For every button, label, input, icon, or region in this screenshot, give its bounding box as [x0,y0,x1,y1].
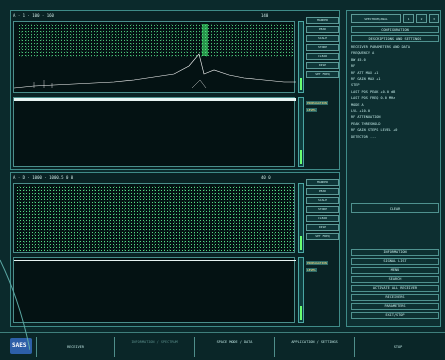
info-line: LAST POS PEAK +0.0 dB [351,89,396,94]
bottom-setfreq-button[interactable]: SET FREQ [306,233,339,240]
stop-button[interactable]: STOP [354,337,441,357]
top-peak-button[interactable]: PEAK [306,26,339,33]
info-line: RF ATT MAX +1 [351,70,379,75]
top-store-button[interactable]: STORE [306,44,339,51]
top-scrollbar[interactable] [298,21,304,93]
descriptions-header: DESCRIPTIONS AND SETTINGS [351,35,439,42]
information-spectrum-button[interactable]: INFORMATION / SPECTRUM [114,337,194,357]
top-scope-panel: A · 1 · 100 · 160 140 MARKER PEAK SCALE … [10,10,340,170]
bezel-decoration [0,259,30,351]
right-list-buttons: INFORMATION SIGNAL LIST MENU SEARCH ACTI… [351,249,439,319]
signal-list-button[interactable]: SIGNAL LIST [351,258,439,265]
top-propagation-tag: PROPAGATION [306,101,328,105]
parameters-button[interactable]: PARAMETERS [351,303,439,310]
exit-stop-button[interactable]: EXIT/STOP [351,312,439,319]
info-line: MODE A [351,102,364,107]
bottom-scope-panel: A · D · 1000 · 1000.5 0 0 40 0 MARKER PE… [10,172,340,327]
bottom-scope-title-right: 40 0 [261,175,271,180]
bottom-peak-button[interactable]: PEAK [306,188,339,195]
bottom-disp-button[interactable]: DISP [306,224,339,231]
bottom-scrollbar[interactable] [298,183,304,253]
info-line: RF ATTENUATION [351,115,381,120]
info-line: RF [351,64,356,69]
top-scale-button[interactable]: SCALE [306,35,339,42]
bottom-waterfall-scrollbar[interactable] [298,257,304,323]
bottom-scrollbar-thumb[interactable] [300,236,302,250]
bottom-clear-button[interactable]: CLEAR [306,215,339,222]
information-button[interactable]: INFORMATION [351,249,439,256]
bottom-level-tag: LEVEL [306,268,318,272]
right-panel: SPECTRUM/ANAL 1 2 3 CONFIGURATION DESCRI… [346,10,441,327]
tab-2[interactable]: 2 [416,14,427,23]
top-scope-title: A · 1 · 100 · 160 [13,13,54,18]
info-line: PEAK THRESHOLD [351,121,381,126]
top-waterfall-display [13,97,296,167]
tab-1[interactable]: 1 [403,14,414,23]
bottom-scale-button[interactable]: SCALE [306,197,339,204]
configuration-header: CONFIGURATION [351,26,439,33]
info-line: LVL +10.0 [351,109,370,114]
info-line: RF GAIN MAX +1 [351,77,381,82]
top-level-tag: LEVEL [306,108,318,112]
receiver-info-list: RECEIVER PARAMETERS AND DATA FREQUENCY A… [351,44,439,140]
info-line: DETECTOR --- [351,134,377,139]
top-scope-title-right: 140 [261,13,269,18]
top-disp-button[interactable]: DISP [306,62,339,69]
top-waterfall-scrollbar[interactable] [298,97,304,167]
bottom-scope-title: A · D · 1000 · 1000.5 0 0 [13,175,74,180]
bottom-waterfall-scrollbar-thumb[interactable] [300,306,302,320]
receivers-button[interactable]: RECEIVERS [351,294,439,301]
application-settings-button[interactable]: APPLICATION / SETTINGS [274,337,354,357]
bottom-spectrum-display [13,183,295,253]
space-mode-button[interactable]: SPACE MODE / DATA [194,337,274,357]
top-clear-button[interactable]: CLEAR [306,53,339,60]
bottom-waterfall-display [13,257,296,323]
info-line: RECEIVER PARAMETERS AND DATA [351,45,411,49]
info-line: LAST POS FREQ 0.0 MHz [351,96,396,101]
activate-all-receiver-button[interactable]: ACTIVATE ALL RECEIVER [351,285,439,292]
top-spectrum-display [13,21,296,93]
right-panel-tabs: SPECTRUM/ANAL 1 2 3 [351,14,439,23]
bottom-marker-button[interactable]: MARKER [306,179,339,186]
receiver-button[interactable]: RECEIVER [36,337,114,357]
bottom-scope-side-buttons: MARKER PEAK SCALE STORE CLEAR DISP SET F… [306,177,339,240]
info-line: BW 45.0 [351,57,366,62]
menu-button[interactable]: MENU [351,267,439,274]
tab-3[interactable]: 3 [429,14,439,23]
saes-logo: SAES [10,338,32,354]
top-waterfall-scrollbar-thumb[interactable] [300,150,302,164]
top-scope-side-buttons: MARKER PEAK SCALE STORE CLEAR DISP SET F… [306,15,339,78]
tab-spectrum-anal[interactable]: SPECTRUM/ANAL [351,14,401,23]
search-button[interactable]: SEARCH [351,276,439,283]
bottom-bar: SAES RECEIVER INFORMATION / SPECTRUM SPA… [0,332,445,360]
clear-button[interactable]: CLEAR [351,203,439,213]
top-marker-button[interactable]: MARKER [306,17,339,24]
info-line: FREQUENCY A [351,51,375,56]
top-setfreq-button[interactable]: SET FREQ [306,71,339,78]
info-line: STEP [351,83,360,88]
bottom-store-button[interactable]: STORE [306,206,339,213]
info-line: RF GAIN STEPS LEVEL +0 [351,128,398,133]
bottom-propagation-tag: PROPAGATION [306,261,328,265]
top-scrollbar-thumb[interactable] [300,78,302,90]
top-spectrum-trace [14,53,296,89]
